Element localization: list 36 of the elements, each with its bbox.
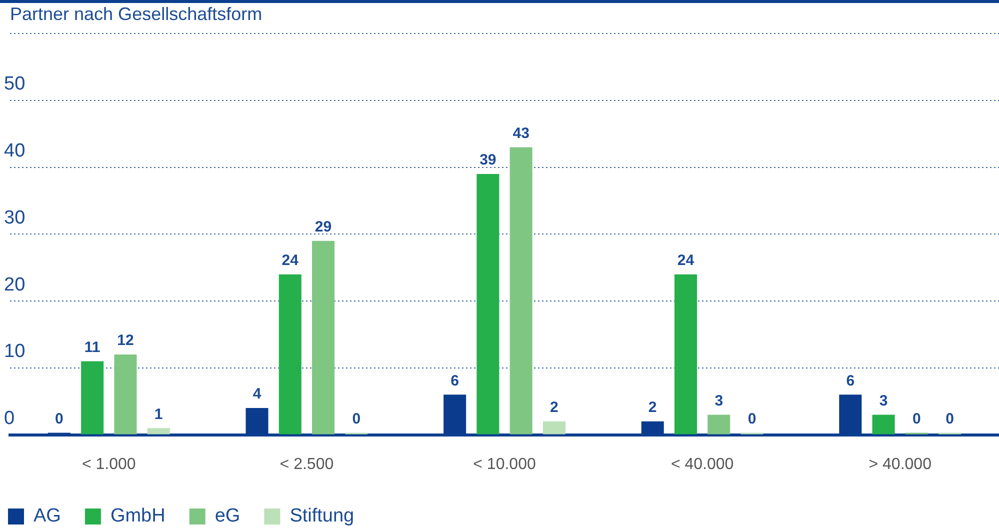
- data-label: 4: [252, 386, 262, 403]
- data-label: 0: [748, 410, 756, 428]
- data-label: 12: [117, 332, 134, 350]
- data-label: 24: [282, 252, 300, 269]
- data-label: 43: [512, 124, 530, 142]
- data-label: 3: [714, 392, 724, 410]
- data-label: 1: [154, 406, 163, 423]
- legend-label: eG: [214, 506, 240, 527]
- data-label: 2: [648, 399, 657, 416]
- data-label: 0: [946, 410, 954, 428]
- x-tick-label: < 40.000: [670, 456, 734, 473]
- data-label: 24: [677, 252, 695, 269]
- y-tick-label: 10: [4, 341, 26, 362]
- x-tick-label: > 40.000: [868, 456, 932, 473]
- x-tick-label: < 1.000: [82, 456, 136, 473]
- legend-label: Stiftung: [290, 506, 354, 527]
- y-tick-label: 50: [4, 74, 26, 95]
- data-label: 0: [912, 410, 921, 428]
- data-label: 39: [480, 152, 496, 169]
- chart-title: Partner nach Gesellschaftsform: [10, 4, 262, 24]
- data-label: 3: [879, 392, 888, 410]
- x-tick-label: < 2.500: [280, 456, 334, 473]
- legend-label: AG: [34, 506, 61, 527]
- data-label: 11: [84, 338, 100, 356]
- data-label: 0: [352, 410, 361, 428]
- x-tick-label: < 10.000: [473, 456, 536, 473]
- data-label: 0: [55, 410, 64, 428]
- data-label: 6: [846, 372, 855, 390]
- data-label: 2: [550, 399, 558, 416]
- y-tick-label: 40: [4, 140, 26, 162]
- y-tick-label: 30: [4, 207, 26, 228]
- legend-label: GmbH: [110, 506, 166, 527]
- y-tick-label: 20: [4, 274, 26, 296]
- data-label: 6: [450, 372, 459, 390]
- y-tick-label: 0: [4, 408, 15, 430]
- data-label: 29: [314, 218, 332, 236]
